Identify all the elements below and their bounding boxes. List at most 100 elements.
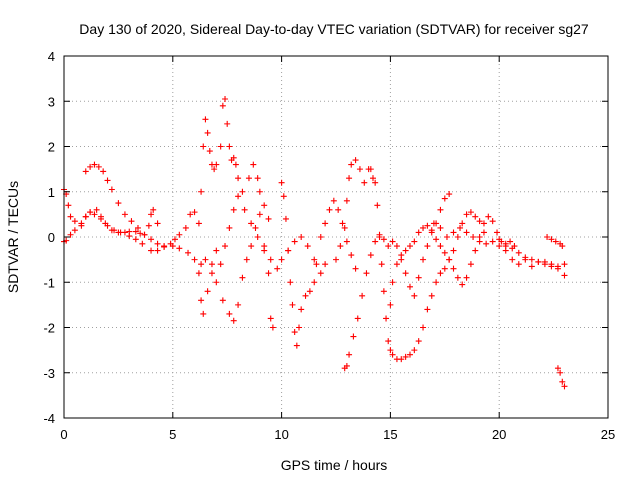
- data-point: [389, 351, 396, 358]
- x-axis-label: GPS time / hours: [281, 457, 388, 473]
- data-point: [561, 272, 568, 279]
- data-point: [485, 213, 492, 220]
- y-tick-labels: -4 -3 -2 -1 0 1 2 3 4: [43, 49, 55, 426]
- data-point: [441, 249, 448, 256]
- data-point: [256, 211, 263, 218]
- data-point: [411, 347, 418, 354]
- data-point: [145, 222, 152, 229]
- data-point: [252, 224, 259, 231]
- data-point: [200, 143, 207, 150]
- data-point: [420, 324, 427, 331]
- data-point: [509, 256, 516, 263]
- data-point: [291, 329, 298, 336]
- data-point: [82, 213, 89, 220]
- data-point: [415, 229, 422, 236]
- series-track-G: [278, 179, 359, 349]
- data-point: [561, 261, 568, 268]
- data-point: [437, 206, 444, 213]
- data-point: [339, 220, 346, 227]
- data-point: [213, 247, 220, 254]
- data-point: [148, 236, 155, 243]
- data-point: [463, 229, 470, 236]
- data-point: [393, 261, 400, 268]
- y-axis-label: SDTVAR / TECUs: [5, 181, 21, 293]
- data-point: [406, 243, 413, 250]
- data-point: [411, 292, 418, 299]
- data-point: [343, 238, 350, 245]
- data-point: [304, 243, 311, 250]
- data-point: [470, 234, 477, 240]
- data-point: [82, 168, 89, 175]
- data-point: [298, 306, 305, 313]
- data-point: [241, 206, 248, 213]
- x-tick-label: 15: [383, 427, 397, 442]
- data-point: [306, 288, 313, 295]
- data-point: [265, 270, 272, 277]
- data-point: [374, 202, 381, 209]
- data-point: [289, 301, 296, 308]
- data-point: [346, 351, 353, 358]
- data-point: [293, 342, 300, 349]
- data-point: [291, 238, 298, 245]
- data-point: [343, 197, 350, 204]
- data-point: [226, 224, 233, 231]
- data-point: [235, 175, 242, 182]
- x-tick-label: 20: [492, 427, 506, 442]
- data-point: [195, 270, 202, 277]
- data-point: [450, 265, 457, 272]
- data-point: [195, 220, 202, 227]
- data-point: [313, 261, 320, 268]
- data-point: [467, 209, 474, 216]
- data-point: [132, 236, 139, 243]
- data-point: [245, 175, 252, 182]
- data-point: [437, 224, 444, 231]
- data-point: [476, 238, 483, 245]
- data-point: [446, 191, 453, 198]
- data-point: [515, 249, 522, 256]
- data-point: [335, 206, 342, 213]
- data-point: [187, 211, 194, 218]
- data-point: [198, 297, 205, 304]
- data-point: [254, 175, 261, 182]
- data-point: [352, 265, 359, 272]
- data-point: [265, 215, 272, 222]
- data-point: [148, 211, 155, 218]
- data-point: [282, 215, 289, 222]
- y-tick-label: -4: [43, 411, 55, 426]
- series-track-L: [496, 236, 568, 270]
- data-point: [235, 301, 242, 308]
- y-tick-label: -1: [43, 275, 55, 290]
- data-point: [226, 143, 233, 150]
- data-point: [406, 351, 413, 358]
- data-point: [552, 238, 559, 245]
- data-point: [154, 247, 161, 254]
- data-point: [121, 211, 128, 218]
- data-point: [161, 243, 168, 250]
- data-point: [137, 230, 144, 237]
- data-point: [402, 270, 409, 277]
- data-point: [406, 283, 413, 290]
- data-point: [267, 256, 274, 263]
- data-point: [494, 229, 501, 236]
- y-tick-label: -2: [43, 321, 55, 336]
- data-point: [280, 193, 287, 200]
- data-point: [191, 209, 198, 216]
- data-point: [213, 161, 220, 168]
- data-point: [198, 261, 205, 268]
- data-point: [554, 263, 561, 270]
- data-point: [167, 240, 174, 247]
- data-point: [95, 163, 102, 170]
- data-point: [78, 222, 85, 229]
- data-point: [154, 240, 161, 247]
- data-point: [91, 161, 98, 168]
- y-tick-label: 4: [48, 49, 55, 64]
- x-tick-label: 10: [274, 427, 288, 442]
- data-point: [420, 224, 427, 231]
- data-point: [502, 240, 509, 247]
- data-point: [548, 236, 555, 243]
- data-point: [544, 234, 551, 240]
- data-point: [367, 166, 374, 173]
- data-point: [211, 166, 218, 173]
- data-point: [450, 229, 457, 236]
- data-point: [363, 270, 370, 277]
